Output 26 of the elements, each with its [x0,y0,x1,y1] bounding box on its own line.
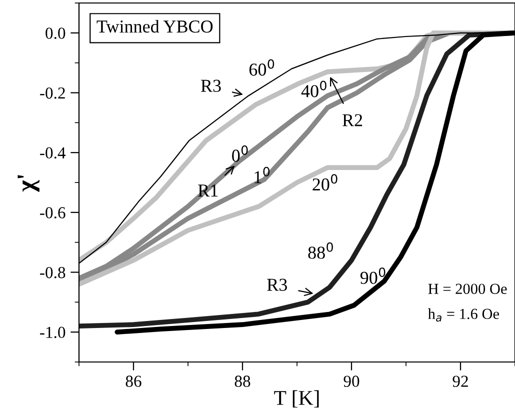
annotation: 0$^{0}$ [232,145,248,162]
annotation: 40$^{0}$ [301,80,326,98]
annotation: 60$^{0}$ [249,59,274,76]
x-tick-label: 86 [126,376,142,387]
x-tick-label: 90 [344,376,360,387]
x-axis-title: T [K] [274,390,319,408]
annotation: R1 [198,184,218,196]
annotation: h$_{a}$ = 1.6 Oe [428,308,500,322]
annotation: Twinned YBCO [96,20,213,33]
annotation: R2 [342,114,362,126]
y-axis-title: χ' [18,175,40,192]
annotation: H = 2000 Oe [428,284,507,294]
annotation: 88$^{0}$ [308,242,333,259]
y-tick-label: 0.0 [46,28,66,39]
annotation: 20$^{0}$ [312,174,338,191]
annotation: R3 [200,80,221,92]
annotation: 1$^{0}$ [254,166,270,184]
x-tick-label: 92 [452,376,468,387]
y-tick-label: -0.8 [40,266,66,278]
x-tick-label: 88 [234,376,250,387]
y-tick-label: -0.4 [40,147,66,159]
y-tick-label: -0.6 [40,207,66,218]
annotation: R3 [267,278,287,291]
y-tick-label: -1.0 [40,326,66,338]
y-tick-label: -0.2 [40,87,65,99]
annotation: 90$^{0}$ [360,267,386,284]
